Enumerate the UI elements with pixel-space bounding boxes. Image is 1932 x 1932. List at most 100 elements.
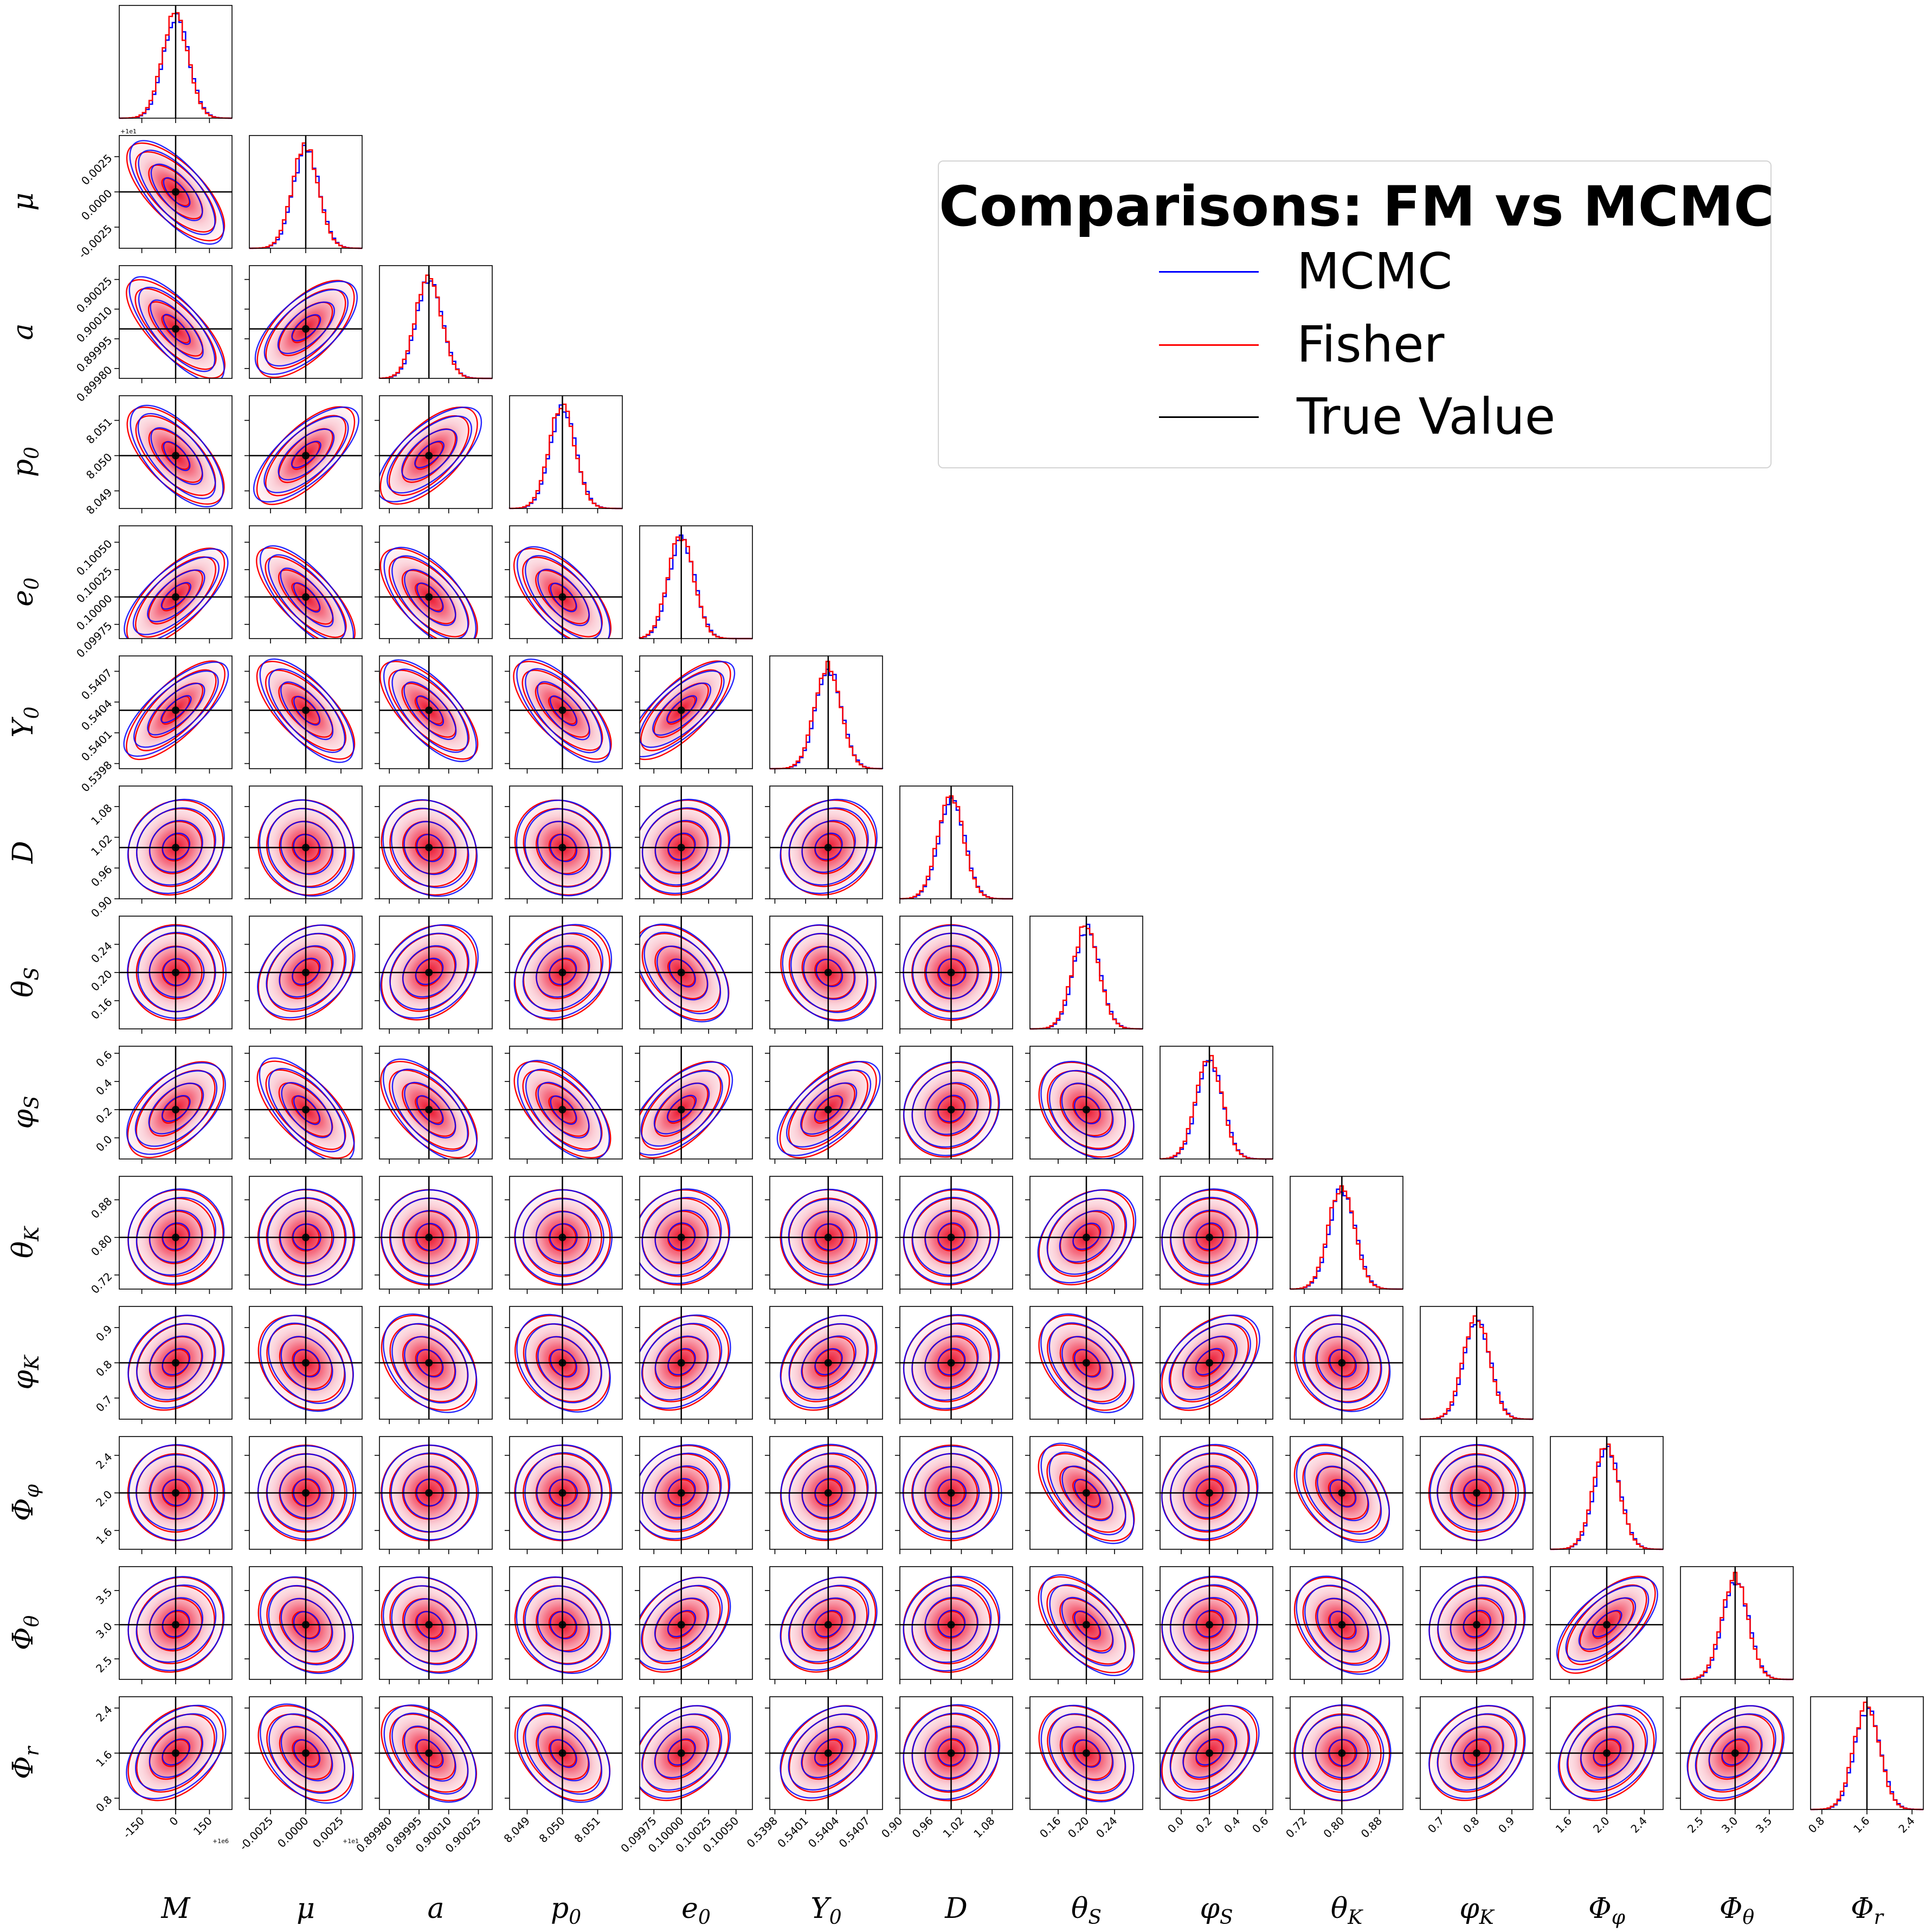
mcmc-contour bbox=[280, 1725, 333, 1782]
mcmc-contour bbox=[925, 945, 979, 1000]
mcmc-contour bbox=[814, 1095, 843, 1122]
x-tick-label: 0.6 bbox=[1250, 1814, 1271, 1836]
panel-Phiphi-thetaS bbox=[1025, 1436, 1143, 1554]
mcmc-contour bbox=[641, 1323, 723, 1401]
panel-frame bbox=[379, 1176, 493, 1290]
mcmc-contour bbox=[524, 1452, 603, 1533]
mcmc-contour bbox=[280, 1598, 333, 1653]
mcmc-contour bbox=[911, 1712, 992, 1792]
panel-frame bbox=[379, 265, 493, 379]
y-tick-label: 0.80 bbox=[88, 1232, 114, 1258]
y-tick-label: 0.2 bbox=[93, 1105, 114, 1126]
panel-p0-mu bbox=[244, 395, 363, 513]
mcmc-contour bbox=[401, 428, 458, 481]
mcmc-contour bbox=[403, 1465, 458, 1519]
x-tick-label: 0.90 bbox=[879, 1814, 905, 1840]
mcmc-contour bbox=[800, 1082, 858, 1135]
mcmc-contour bbox=[1182, 1335, 1238, 1388]
mcmc-contour bbox=[1037, 1189, 1137, 1284]
mcmc-contour bbox=[150, 299, 204, 359]
mcmc-contour bbox=[780, 1444, 877, 1540]
mcmc-contour bbox=[149, 1597, 204, 1650]
x-tick-label: -150 bbox=[120, 1814, 147, 1841]
mcmc-contour bbox=[668, 958, 696, 988]
mcmc-contour bbox=[162, 1609, 190, 1638]
x-axis-label-Y0: Y0 bbox=[810, 1892, 841, 1929]
x-tick-label: 1.08 bbox=[971, 1814, 997, 1840]
panel-phiK-M: 0.7 0.8 0.9 bbox=[93, 1306, 233, 1424]
mcmc-contour bbox=[1048, 1713, 1126, 1794]
panel-thetaK-Y0 bbox=[765, 1176, 883, 1294]
mcmc-contour bbox=[814, 1478, 843, 1506]
mcmc-contour bbox=[259, 545, 355, 639]
mcmc-contour bbox=[293, 1739, 321, 1768]
mcmc-contour bbox=[654, 1598, 710, 1650]
panel-frame bbox=[1290, 1176, 1403, 1290]
mcmc-contour bbox=[162, 1738, 191, 1766]
panel-Phiphi-M: 1.6 2.0 2.4 bbox=[93, 1436, 233, 1554]
y-tick-label: 1.02 bbox=[88, 832, 114, 858]
mcmc-contour bbox=[1437, 1713, 1518, 1791]
mcmc-contour bbox=[1708, 1725, 1763, 1778]
panel-Phitheta-phiS bbox=[1155, 1566, 1273, 1684]
mcmc-contour bbox=[1170, 1452, 1250, 1531]
mcmc-contour bbox=[259, 658, 355, 763]
mcmc-contour bbox=[1296, 1444, 1390, 1543]
mcmc-contour bbox=[537, 1336, 590, 1391]
y-tick-label: 0.0 bbox=[93, 1133, 114, 1154]
y-axis-label-D: D bbox=[7, 841, 40, 864]
mcmc-contour bbox=[163, 441, 191, 472]
mcmc-contour bbox=[525, 1323, 602, 1403]
mcmc-contour bbox=[382, 1058, 478, 1159]
mcmc-contour bbox=[782, 924, 877, 1022]
x-tick-label: 0.0025 bbox=[310, 1814, 346, 1850]
mcmc-contour bbox=[911, 1322, 992, 1401]
mcmc-contour bbox=[801, 1335, 856, 1388]
panel-p0-M: 8.049 8.050 8.051 bbox=[83, 395, 233, 517]
panel-Phitheta-Phitheta bbox=[1680, 1566, 1794, 1684]
legend-item-truth: True Value bbox=[939, 387, 1770, 447]
y-tick-label: 0.8 bbox=[93, 1358, 114, 1379]
mcmc-contour bbox=[279, 945, 334, 998]
mcmc-contour bbox=[1450, 1725, 1504, 1779]
panel-Phir-Phir: 0.8 1.6 2.4 bbox=[1806, 1696, 1924, 1836]
legend-swatch-truth bbox=[1159, 416, 1259, 418]
mcmc-contour bbox=[1566, 1713, 1648, 1791]
panel-phiK-D bbox=[895, 1306, 1013, 1424]
mcmc-contour bbox=[937, 1348, 966, 1376]
mcmc-contour bbox=[814, 832, 843, 860]
mcmc-contour bbox=[911, 1584, 992, 1663]
panel-phiK-thetaK bbox=[1285, 1306, 1403, 1424]
panel-thetaK-phiS bbox=[1155, 1176, 1273, 1294]
panel-thetaK-a bbox=[375, 1176, 493, 1294]
y-tick-label: 0.24 bbox=[88, 939, 114, 965]
mcmc-contour bbox=[403, 1725, 456, 1782]
y-tick-label: 0.0025 bbox=[79, 152, 114, 188]
x-tick-label: 2.4 bbox=[1628, 1814, 1649, 1836]
mcmc-contour bbox=[1049, 1584, 1126, 1666]
mcmc-contour bbox=[387, 415, 473, 494]
mcmc-contour bbox=[937, 1222, 966, 1251]
mcmc-contour bbox=[550, 1349, 577, 1378]
panel-thetaS-Y0 bbox=[765, 916, 883, 1034]
mcmc-contour bbox=[135, 1713, 217, 1791]
mcmc-contour bbox=[911, 1069, 992, 1148]
panel-D-a bbox=[375, 785, 493, 904]
mcmc-contour bbox=[1195, 1478, 1224, 1506]
mcmc-contour bbox=[268, 554, 346, 639]
mcmc-contour bbox=[266, 932, 347, 1010]
mcmc-contour bbox=[123, 661, 229, 757]
panel-p0-a bbox=[375, 395, 493, 513]
panel-phiS-M: 0.0 0.2 0.4 0.6 bbox=[93, 1046, 233, 1164]
y-axis-label-p0: p0 bbox=[7, 447, 43, 477]
mcmc-contour bbox=[667, 1348, 696, 1376]
mcmc-contour bbox=[257, 924, 356, 1019]
x-tick-label: 0 bbox=[167, 1814, 181, 1828]
mcmc-contour bbox=[516, 1313, 611, 1413]
mcmc-contour bbox=[1048, 1451, 1126, 1536]
panel-phiK-e0 bbox=[635, 1306, 753, 1424]
panel-Phir-D: 0.90 0.96 1.02 1.08 bbox=[879, 1696, 1013, 1840]
panel-D-Y0 bbox=[765, 785, 883, 904]
